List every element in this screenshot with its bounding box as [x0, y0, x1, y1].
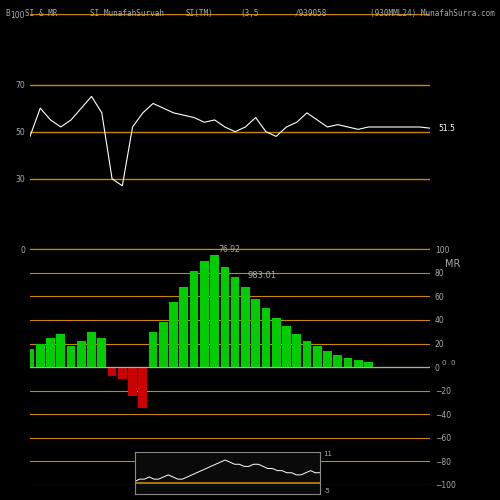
Bar [46, 338, 55, 367]
Bar [220, 267, 229, 367]
Bar [138, 367, 147, 408]
Bar [190, 270, 198, 367]
Text: 11: 11 [324, 452, 332, 458]
Bar [180, 287, 188, 367]
Bar [128, 367, 137, 396]
Bar [272, 318, 280, 367]
Text: (3,5: (3,5 [240, 9, 258, 18]
Bar [313, 346, 322, 367]
Bar [159, 322, 168, 367]
Bar [26, 350, 35, 367]
Text: SI MunafahSurvah: SI MunafahSurvah [90, 9, 164, 18]
Text: (930MML24) MunafahSurra.com: (930MML24) MunafahSurra.com [370, 9, 495, 18]
Bar [302, 341, 312, 367]
Text: 983.01: 983.01 [248, 271, 276, 280]
Bar [148, 332, 158, 367]
Bar [169, 302, 178, 367]
Text: 0  0: 0 0 [442, 360, 456, 366]
Bar [344, 358, 352, 367]
Bar [56, 334, 65, 367]
Bar [108, 367, 116, 376]
Bar [77, 341, 86, 367]
Text: SI(TM): SI(TM) [185, 9, 213, 18]
Bar [87, 332, 96, 367]
Bar [118, 367, 126, 379]
Bar [292, 334, 301, 367]
Text: /939058: /939058 [295, 9, 328, 18]
Bar [334, 356, 342, 367]
Text: B: B [5, 9, 10, 18]
Bar [66, 346, 76, 367]
Bar [364, 362, 373, 367]
Text: -5: -5 [324, 488, 330, 494]
Bar [282, 326, 291, 367]
Bar [262, 308, 270, 367]
Text: MR: MR [446, 258, 461, 268]
Text: 51.5: 51.5 [438, 124, 455, 132]
Text: 76.92: 76.92 [218, 245, 240, 254]
Bar [241, 287, 250, 367]
Bar [36, 344, 44, 367]
Bar [98, 338, 106, 367]
Bar [354, 360, 362, 367]
Bar [323, 350, 332, 367]
Bar [231, 276, 239, 367]
Bar [200, 261, 208, 367]
Bar [252, 299, 260, 367]
Text: SI & MR: SI & MR [25, 9, 58, 18]
Bar [210, 256, 219, 367]
